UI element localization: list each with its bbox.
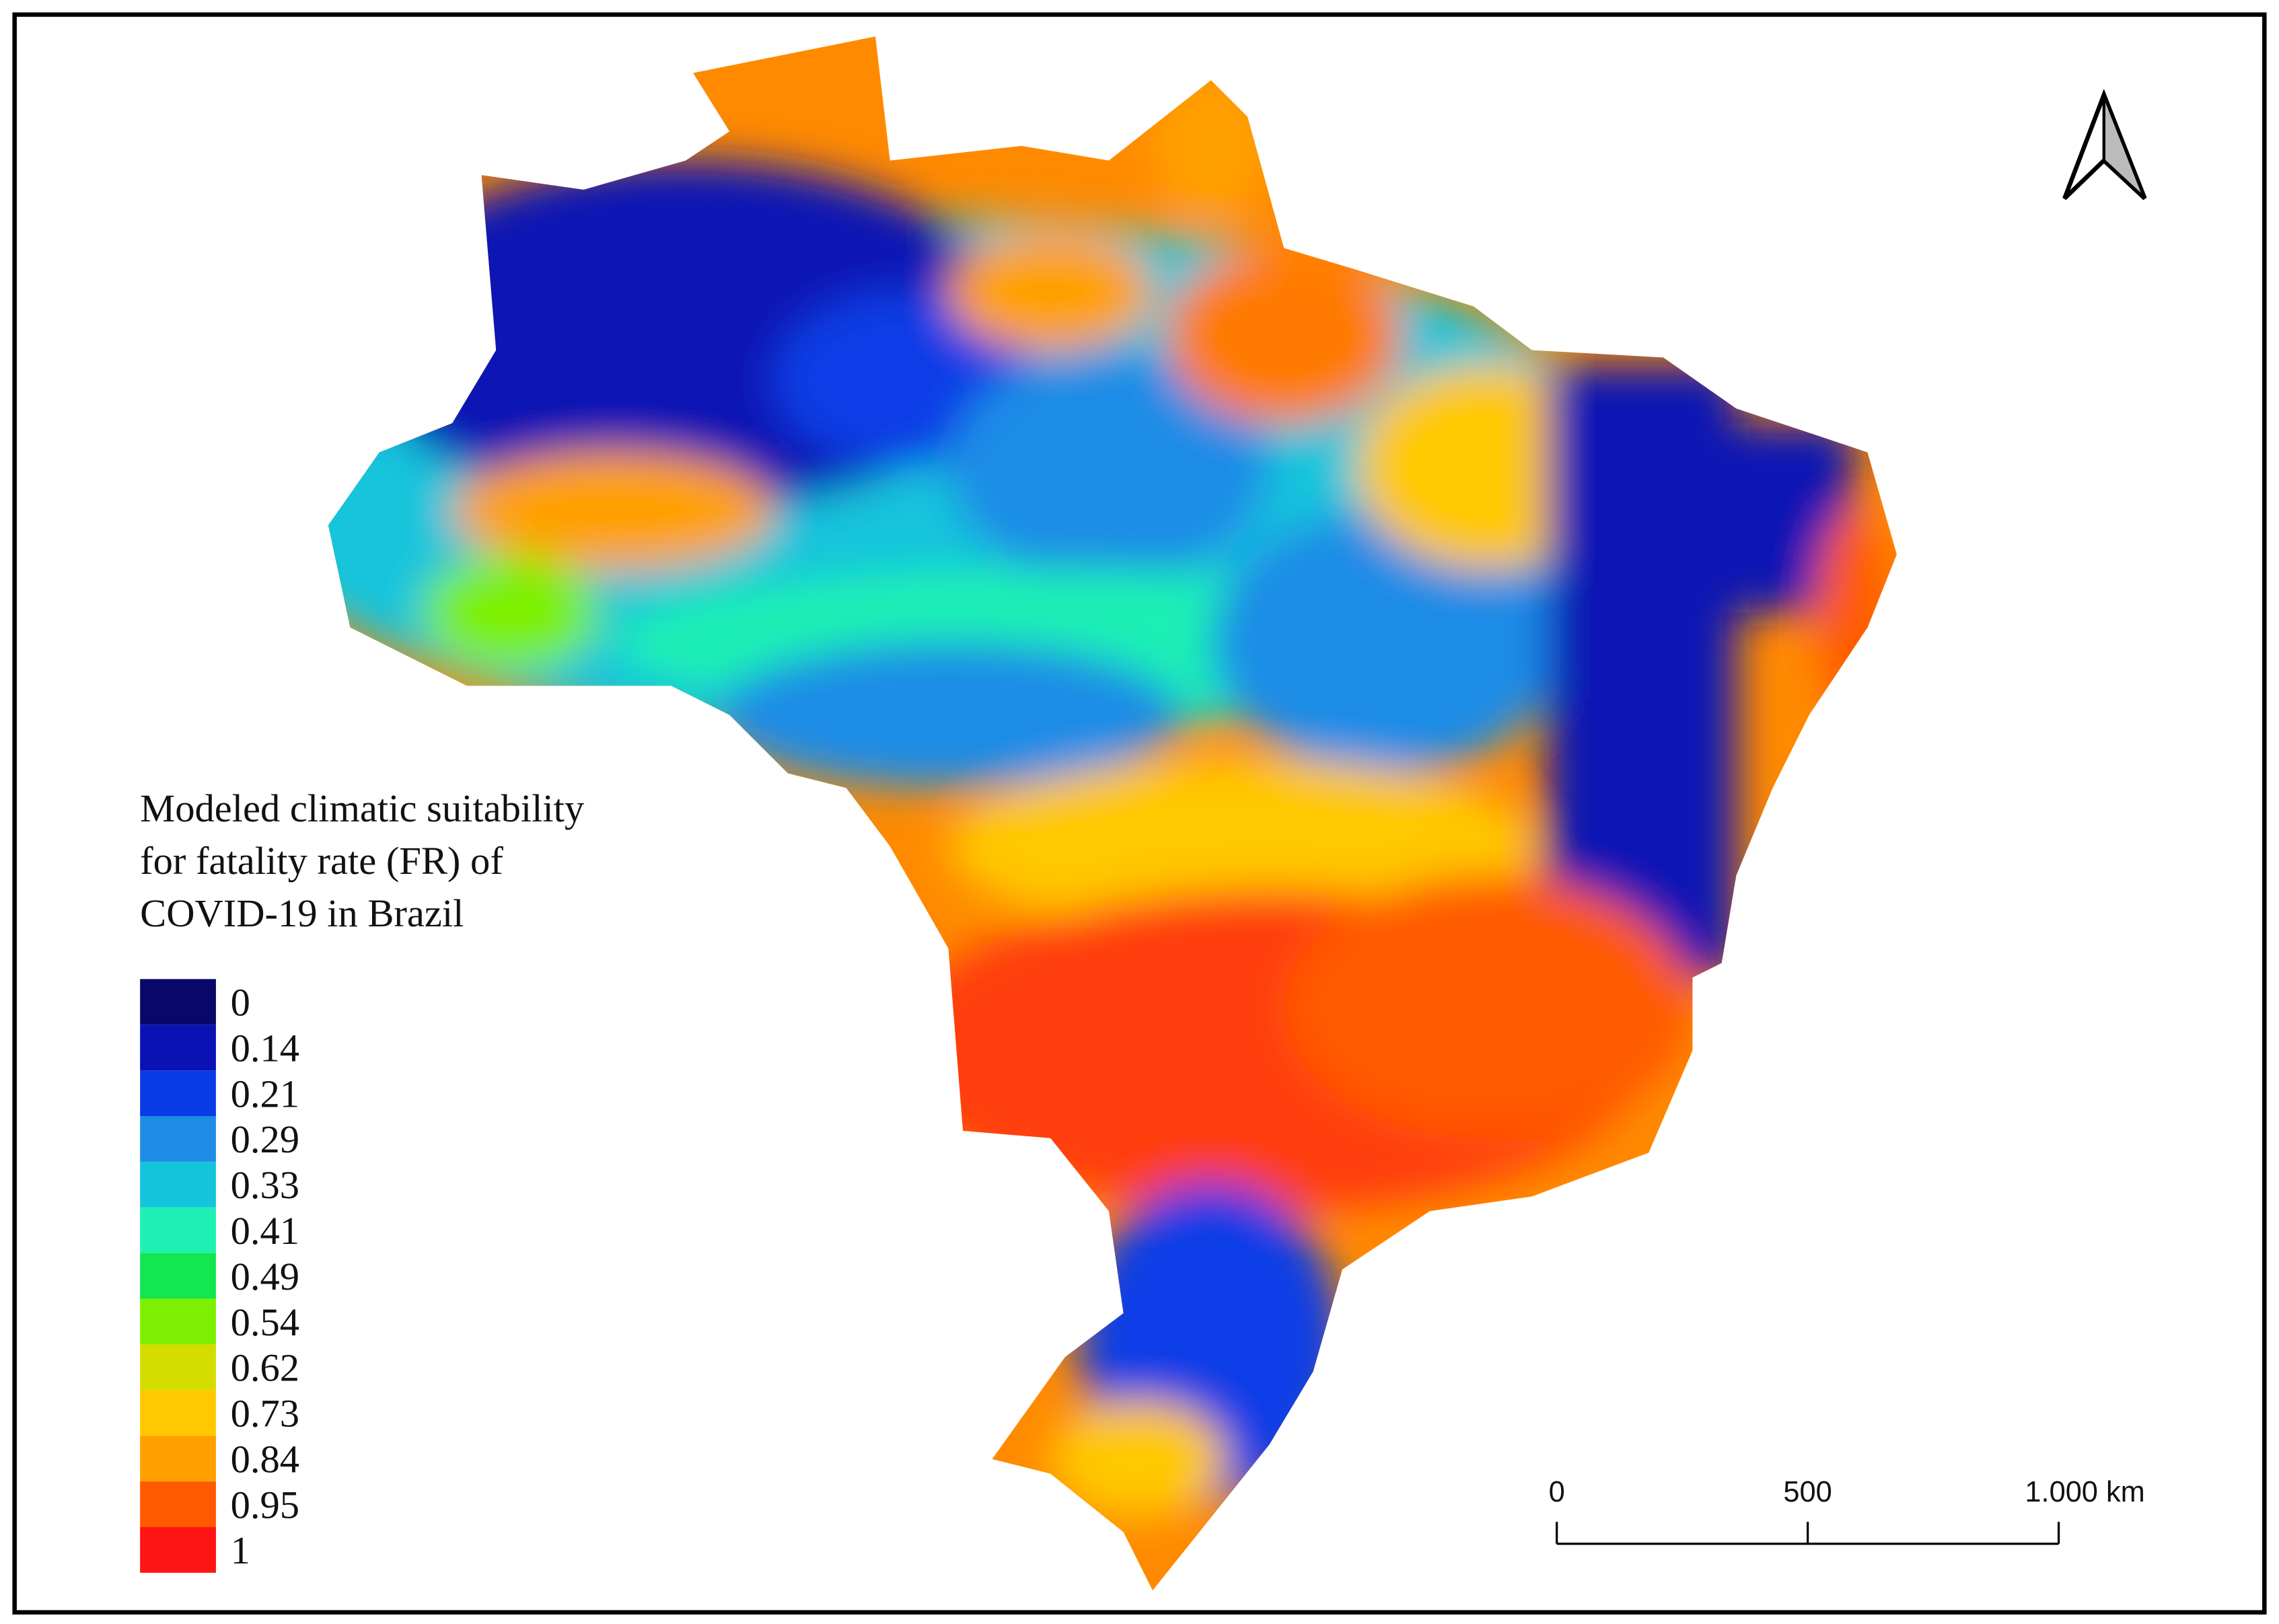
scale-bar-label: 0 [1549, 1476, 1565, 1508]
legend-label: 0.84 [231, 1437, 299, 1481]
legend-swatch [140, 979, 216, 1025]
legend-label: 0 [231, 981, 250, 1025]
frame [12, 12, 2267, 1615]
legend-label: 0.33 [231, 1163, 299, 1207]
legend-swatch [140, 1481, 216, 1527]
legend-label: 0.95 [231, 1483, 299, 1526]
legend-swatch [140, 1161, 216, 1208]
legend-label: 0.54 [231, 1300, 299, 1344]
legend-label: 0.21 [231, 1072, 299, 1115]
legend-swatch [140, 1298, 216, 1345]
legend-label: 0.73 [231, 1392, 299, 1436]
legend-swatch [140, 1070, 216, 1117]
legend-title: COVID-19 in Brazil [140, 891, 464, 935]
legend-title: Modeled climatic suitability [140, 786, 585, 830]
legend-label: 0.49 [231, 1255, 299, 1298]
legend-swatch [140, 1025, 216, 1071]
north-arrow [2062, 88, 2147, 200]
legend-swatch [140, 1207, 216, 1253]
legend-label: 0.62 [231, 1346, 299, 1390]
legend-swatch [140, 1436, 216, 1482]
legend-label: 0.41 [231, 1209, 299, 1253]
scale-bar-label: 500 [1783, 1476, 1832, 1508]
legend-label: 0.29 [231, 1117, 299, 1161]
legend-swatch [140, 1526, 216, 1573]
legend-swatch [140, 1116, 216, 1162]
legend-swatch [140, 1390, 216, 1436]
legend-title: for fatality rate (FR) of [140, 839, 503, 883]
legend-swatch [140, 1344, 216, 1391]
legend-label: 0.14 [231, 1026, 299, 1070]
legend-swatch [140, 1253, 216, 1299]
legend-label: 1 [231, 1528, 250, 1572]
scale-bar-label: 1.000 km [2025, 1476, 2144, 1508]
